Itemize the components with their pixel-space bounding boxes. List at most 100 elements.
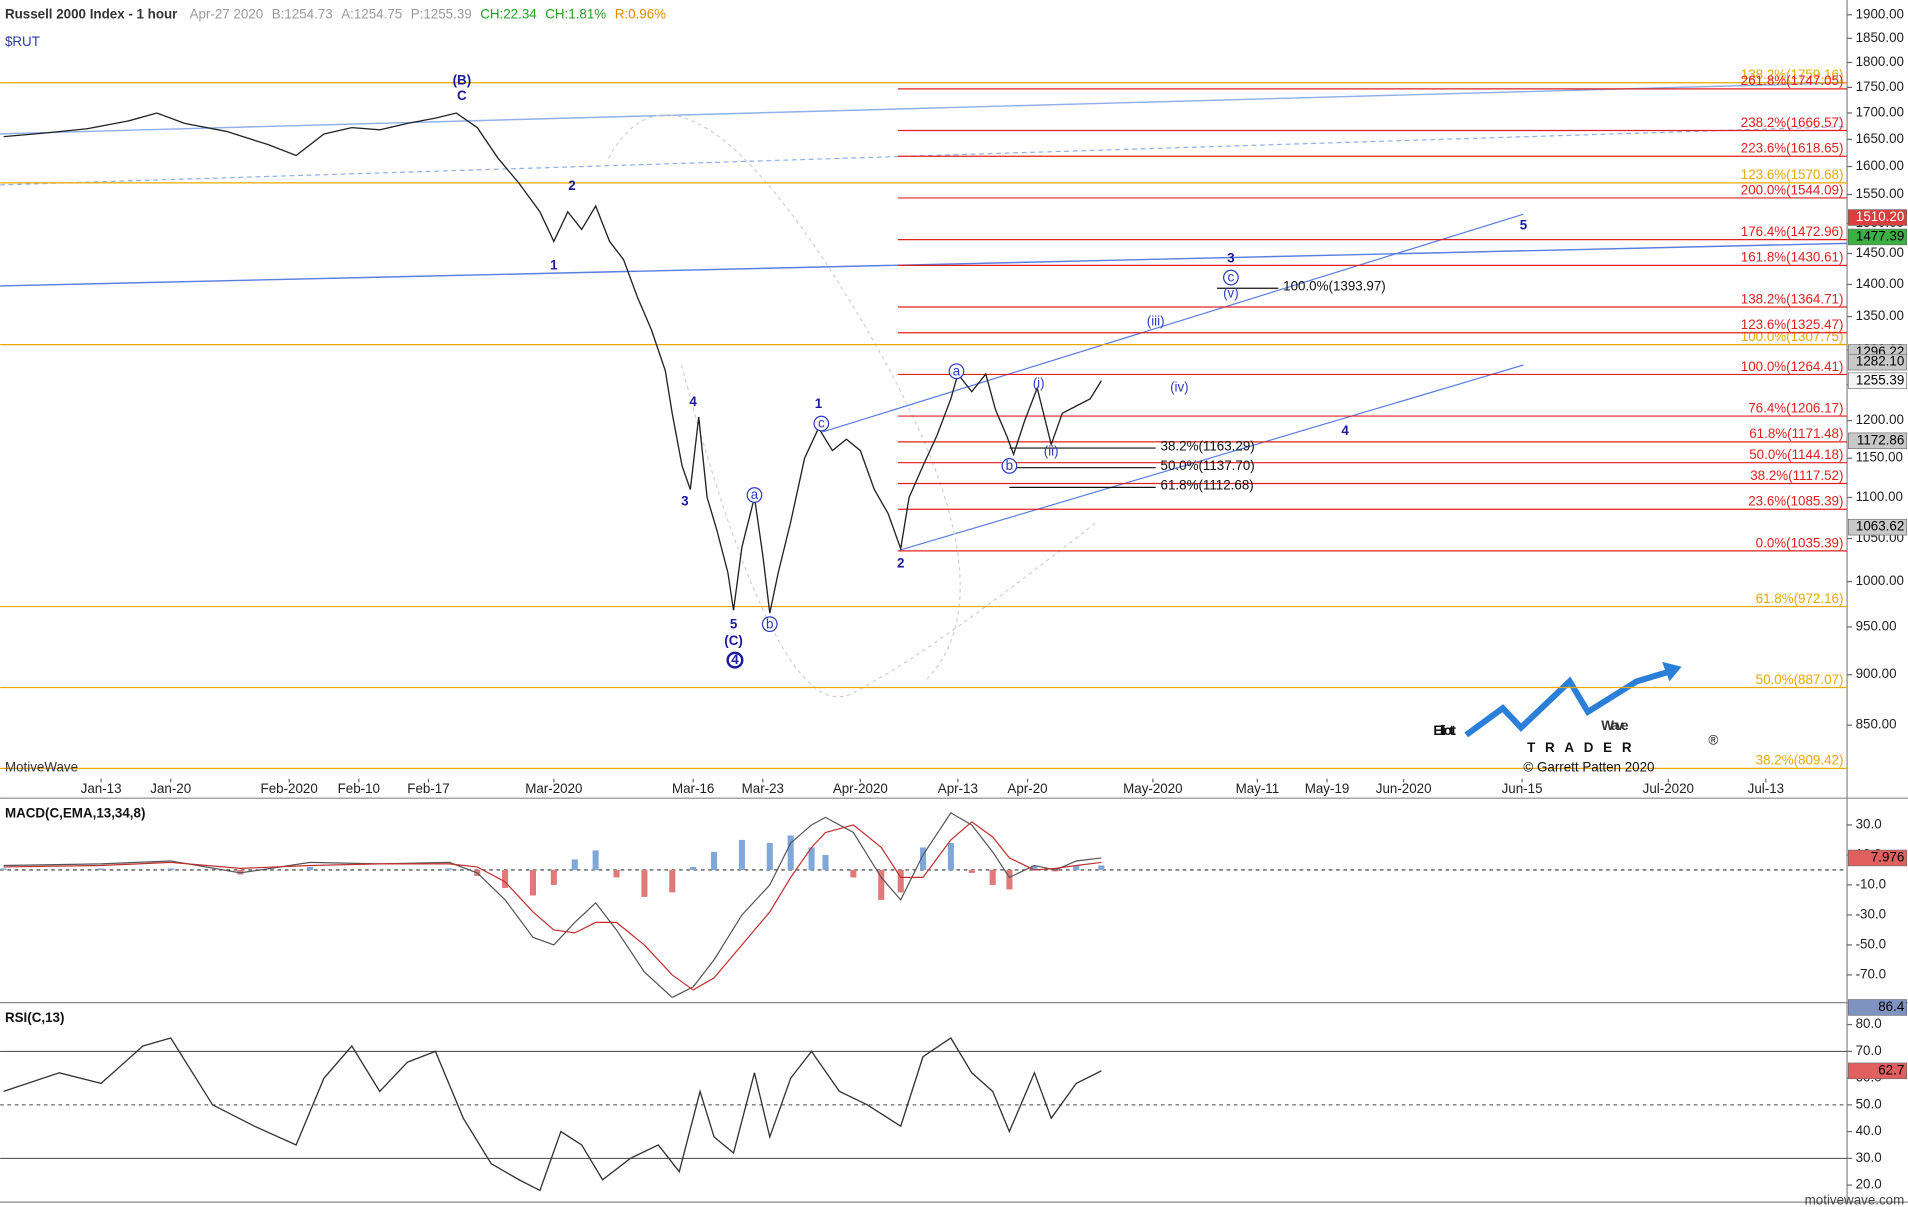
fib-label: 123.6%(1325.47) — [1741, 317, 1844, 332]
histogram-bar — [307, 866, 314, 870]
wave-label-circle — [948, 363, 965, 380]
y-tick-label: 1350.00 — [1856, 308, 1904, 323]
y-tick-label: 1000.00 — [1856, 573, 1904, 588]
histogram-bar — [641, 869, 648, 897]
retracement-label: 61.8%(1112.68) — [1161, 478, 1254, 493]
y-tick-label: 40.0 — [1856, 1123, 1882, 1138]
y-tick-label: 80.0 — [1856, 1016, 1882, 1031]
fib-label: 261.8%(1747.05) — [1741, 73, 1844, 88]
channel-line — [822, 213, 1524, 433]
histogram-bar — [1073, 865, 1080, 870]
copyright: © Garrett Patten 2020 — [1523, 759, 1654, 774]
fib-label: 223.6%(1618.65) — [1741, 141, 1844, 156]
histogram-bar — [947, 842, 954, 870]
histogram-bar — [738, 839, 745, 870]
fib-label: 138.2%(1759.16) — [1741, 67, 1844, 82]
trend-line — [0, 82, 1848, 135]
x-tick-label: Jun-15 — [1502, 781, 1543, 796]
histogram-bar — [822, 854, 829, 870]
y-tick-label: 70.0 — [1856, 1043, 1882, 1058]
y-tick-label: 30.0 — [1856, 1150, 1882, 1165]
x-tick-label: Apr-2020 — [833, 781, 888, 796]
fib-label: 61.8%(1171.48) — [1749, 426, 1843, 441]
value-box — [1847, 518, 1908, 536]
wave-label: 2 — [897, 555, 904, 570]
histogram-bar — [787, 835, 794, 870]
panel-title: RSI(C,13) — [5, 1010, 64, 1025]
value-box — [1847, 353, 1908, 371]
histogram-bar — [989, 869, 996, 885]
histogram-bar — [690, 866, 697, 870]
histogram-bar — [571, 859, 578, 870]
band-curve — [607, 114, 961, 682]
x-tick-label: Jul-2020 — [1643, 781, 1694, 796]
wave-label: 1 — [550, 257, 558, 272]
histogram-bar — [850, 869, 857, 878]
value-box-label: 1282.10 — [1856, 354, 1904, 369]
wave-label: 4 — [731, 652, 739, 667]
histogram-bar — [502, 869, 509, 888]
fib-label: 123.6%(1570.68) — [1741, 167, 1844, 182]
x-tick-label: May-2020 — [1123, 781, 1182, 796]
macd-line — [3, 821, 1102, 991]
wave-label: 4 — [689, 394, 697, 409]
y-tick-label: -30.0 — [1856, 906, 1887, 921]
fib-label: 38.2%(809.42) — [1756, 753, 1844, 768]
wave-label: a — [751, 487, 759, 502]
logo-arrow — [1662, 661, 1682, 682]
wave-label: (iii) — [1147, 313, 1165, 328]
y-tick-label: 1150.00 — [1856, 450, 1903, 465]
channel-line — [900, 364, 1524, 551]
footer: motivewave.com — [1805, 1193, 1905, 1207]
wave-label-circle — [1001, 457, 1018, 474]
fib-label: 23.6%(1085.39) — [1748, 494, 1843, 509]
macd-line — [3, 812, 1102, 998]
histogram-bar — [808, 847, 815, 870]
logo-mark — [1464, 661, 1682, 738]
x-tick-label: May-19 — [1305, 781, 1350, 796]
wave-label: 5 — [1520, 217, 1528, 232]
quote-item: CH:22.34 — [480, 6, 537, 21]
quote-item: B:1254.73 — [272, 6, 333, 21]
chart-title: Russell 2000 Index - 1 hour — [5, 6, 177, 21]
wave-label: 3 — [1227, 250, 1234, 265]
histogram-bar — [1031, 865, 1038, 870]
quote-item: R:0.96% — [615, 6, 666, 21]
wave-label: b — [1006, 458, 1013, 473]
histogram-bar — [613, 869, 620, 878]
y-tick-label: 1550.00 — [1856, 186, 1904, 201]
x-tick-label: Mar-16 — [672, 781, 714, 796]
histogram-bar — [669, 869, 676, 893]
wave-label-circle — [726, 651, 744, 669]
wave-label: b — [766, 616, 773, 631]
fib-label: 61.8%(972.16) — [1756, 591, 1844, 606]
x-tick-label: Jan-13 — [81, 781, 122, 796]
histogram-bar — [98, 868, 105, 870]
fib-label: 50.0%(1144.18) — [1749, 447, 1843, 462]
value-box-label: 62.7 — [1878, 1062, 1904, 1077]
fib-label: 138.2%(1364.71) — [1741, 291, 1844, 306]
fib-label: 200.0%(1544.09) — [1741, 182, 1844, 197]
logo-wave — [1464, 668, 1671, 738]
wave-label-circle — [1222, 269, 1239, 286]
x-tick-label: Apr-20 — [1007, 781, 1047, 796]
wave-label: 4 — [1341, 423, 1349, 438]
value-box — [1847, 999, 1908, 1016]
fib-label: 100.0%(1264.41) — [1741, 359, 1844, 374]
histogram-bar — [529, 869, 536, 896]
logo-tagline: TRADER — [1527, 740, 1641, 755]
value-box — [1847, 1062, 1908, 1080]
y-tick-label: 20.0 — [1856, 1177, 1882, 1192]
x-tick-label: Apr-13 — [938, 781, 978, 796]
y-tick-label: 1400.00 — [1856, 276, 1904, 291]
wave-label: (iv) — [1170, 380, 1189, 395]
fib-label: 176.4%(1472.96) — [1741, 224, 1844, 239]
quote-item: P:1255.39 — [411, 6, 472, 21]
value-box-label: 7.976 — [1871, 850, 1904, 865]
panel-title: MACD(C,EMA,13,34,8) — [5, 806, 145, 821]
wave-label-circle — [761, 616, 778, 633]
histogram-bar — [878, 869, 885, 900]
wave-label: (B) — [453, 72, 472, 87]
value-box-label: 1255.39 — [1856, 372, 1904, 387]
